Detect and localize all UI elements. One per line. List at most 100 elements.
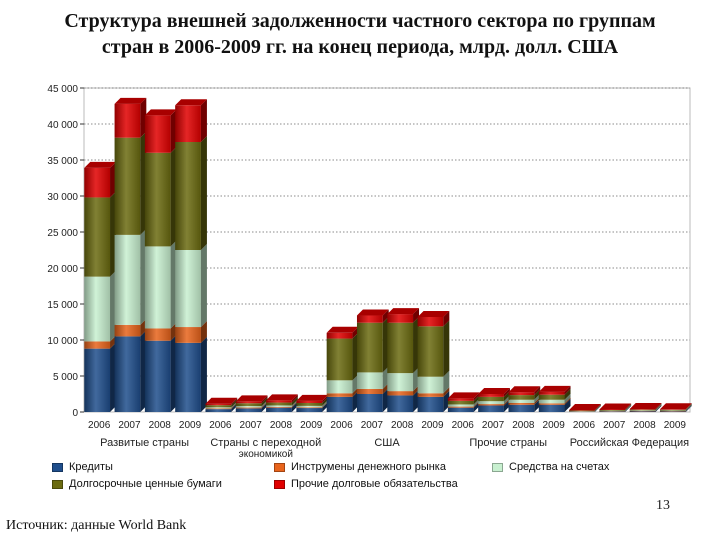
bar-segment-2009 xyxy=(296,408,323,412)
x-tick-label: 2006 xyxy=(209,420,232,431)
y-tick-label: 5 000 xyxy=(53,372,78,383)
legend-item: Прочие долговые обязательства xyxy=(274,478,458,490)
bar-top xyxy=(569,404,601,411)
x-tick-label: 2006 xyxy=(88,420,111,431)
legend-item: Долгосрочные ценные бумаги xyxy=(52,478,222,490)
bar-top xyxy=(659,403,692,410)
plot-frame xyxy=(83,87,691,413)
bar-segment-side xyxy=(110,342,117,412)
bar-segment-side xyxy=(655,403,662,411)
bar-segment-side xyxy=(625,405,632,412)
bar-segment-2006 xyxy=(84,197,111,277)
bar-segment-2009 xyxy=(296,400,323,403)
bar-segment-side xyxy=(443,320,450,377)
bar-segment-side xyxy=(473,392,480,401)
bar-top xyxy=(266,394,298,401)
bar-segment-2008 xyxy=(144,328,171,341)
bar-segment-side xyxy=(564,397,571,405)
x-tick-label: 2007 xyxy=(361,420,384,431)
bar-segment-side xyxy=(503,398,510,406)
legend-label: Инструмены денежного рынка xyxy=(291,461,446,473)
legend-item: Кредиты xyxy=(52,461,113,473)
bar-segment-2009 xyxy=(175,327,201,343)
bar-segment-side xyxy=(685,403,692,411)
bar-segment-2009 xyxy=(417,393,444,397)
bar-segment-side xyxy=(564,393,571,404)
y-tick-label: 45 000 xyxy=(47,84,78,95)
bar-segment-side xyxy=(322,397,329,406)
bar-segment-side xyxy=(685,403,692,410)
bar-segment-2007 xyxy=(235,401,262,404)
bar-top xyxy=(144,109,177,116)
bar-segment-2006 xyxy=(326,380,353,394)
bar-top xyxy=(387,308,420,315)
y-tick-label: 0 xyxy=(72,408,78,419)
bar-segment-side xyxy=(443,387,450,397)
bar-segment-side xyxy=(231,402,238,410)
y-tick-label: 20 000 xyxy=(47,264,78,275)
bar-segment-side xyxy=(685,404,692,411)
bar-segment-side xyxy=(473,401,480,412)
bar-segment-side xyxy=(655,404,662,412)
bar-segment-side xyxy=(200,321,207,343)
bar-segment-side xyxy=(291,400,298,408)
bar-segment-side xyxy=(261,397,268,407)
bar-segment-side xyxy=(382,316,389,373)
bar-segment-2006 xyxy=(205,405,232,408)
bar-segment-2007 xyxy=(235,403,262,407)
bar-segment-side xyxy=(534,389,541,400)
bar-segment-2009 xyxy=(538,394,565,400)
bar-segment-2008 xyxy=(629,409,656,411)
bar-top xyxy=(84,161,117,168)
bar-segment-side xyxy=(594,405,601,412)
x-tick-label: 2009 xyxy=(664,420,687,431)
bar-segment-side xyxy=(625,403,632,411)
bar-segment-2009 xyxy=(417,396,444,412)
bar-segment-2009 xyxy=(175,142,201,250)
bar-segment-2008 xyxy=(508,392,535,396)
x-tick-label: 2008 xyxy=(270,420,293,431)
bar-segment-2008 xyxy=(629,410,656,412)
bar-segment-side xyxy=(261,401,268,409)
bar-segment-side xyxy=(291,394,298,403)
bar-segment-2006 xyxy=(447,407,474,412)
bar-segment-side xyxy=(200,99,207,142)
bar-top xyxy=(447,392,480,399)
bar-segment-2007 xyxy=(235,407,262,409)
bar-segment-2009 xyxy=(659,410,686,412)
x-tick-label: 2006 xyxy=(330,420,353,431)
bar-segment-side xyxy=(594,405,601,412)
bar-segment-2008 xyxy=(144,115,171,153)
bar-top xyxy=(417,310,450,317)
bar-segment-side xyxy=(170,146,177,247)
bar-segment-side xyxy=(625,403,632,410)
bar-segment-2007 xyxy=(599,411,626,412)
bar-segment-2008 xyxy=(508,395,535,400)
bar-segment-side xyxy=(322,399,329,408)
bar-top xyxy=(629,403,662,410)
bar-segment-side xyxy=(473,398,480,407)
bar-segment-side xyxy=(503,390,510,402)
bar-segment-2008 xyxy=(387,314,414,323)
bar-segment-side xyxy=(413,385,420,396)
bar-segment-2008 xyxy=(144,246,171,329)
bar-segment-2009 xyxy=(659,410,686,412)
chart-title-line-2: стран в 2006-2009 гг. на конец периода, … xyxy=(101,36,619,58)
chart-title-line-1: Структура внешней задолженности частного… xyxy=(64,10,656,32)
bar-top xyxy=(356,309,389,316)
bar-segment-side xyxy=(443,390,450,412)
x-tick-label: 2006 xyxy=(452,420,475,431)
bar-segment-side xyxy=(261,402,268,412)
bar-top xyxy=(175,99,207,106)
bar-segment-2008 xyxy=(508,403,535,405)
bar-segment-2009 xyxy=(296,405,323,408)
y-tick-label: 25 000 xyxy=(47,228,78,239)
bar-segment-2008 xyxy=(508,399,535,403)
bar-segment-2007 xyxy=(114,234,141,325)
group-label: США xyxy=(374,437,400,449)
bar-segment-2008 xyxy=(629,409,656,410)
legend-swatch xyxy=(52,462,63,472)
bar-segment-2006 xyxy=(447,406,474,408)
bar-top xyxy=(599,403,632,410)
y-tick-label: 30 000 xyxy=(47,192,78,203)
